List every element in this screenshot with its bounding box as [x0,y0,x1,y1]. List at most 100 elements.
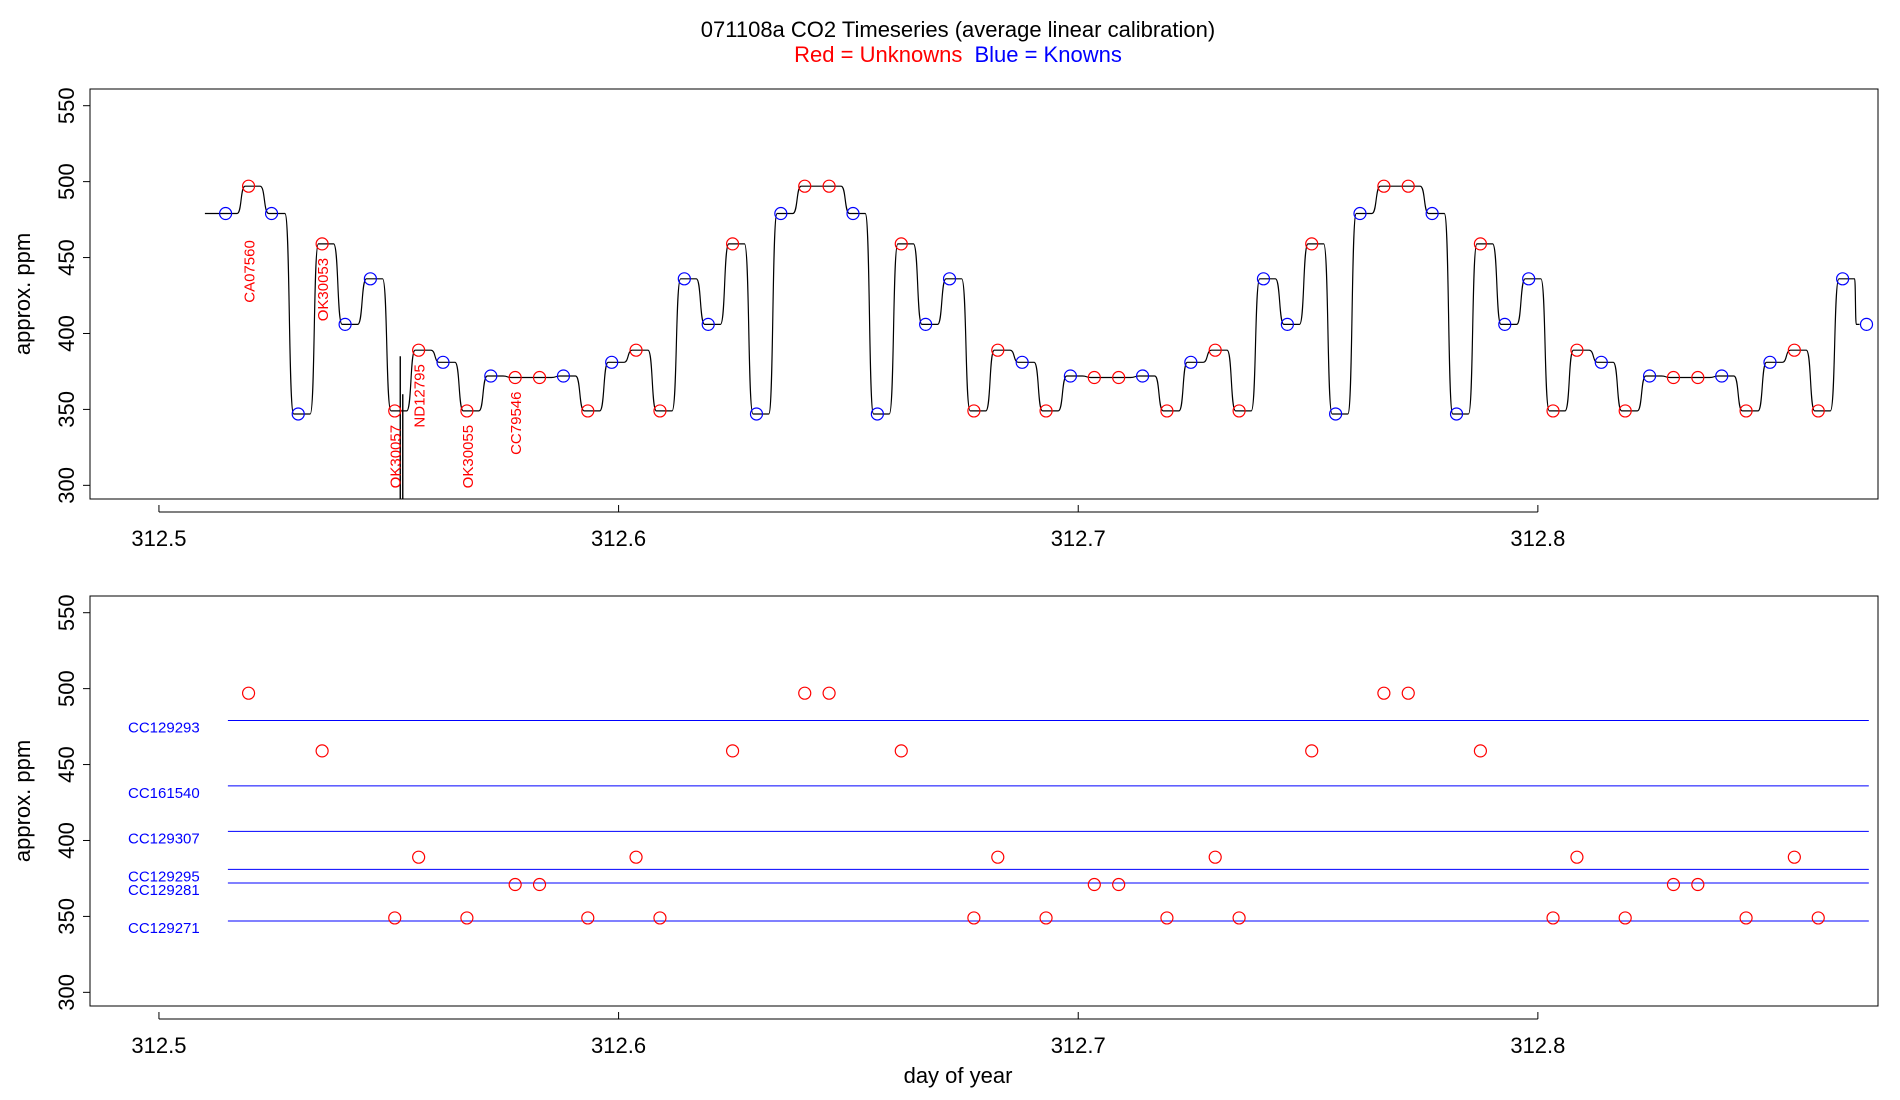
known-sample-point [1353,206,1367,221]
unknown-sample-point [725,744,740,758]
known-sample-point [218,206,233,221]
unknown-sample-point [991,343,1005,357]
unknown-sample-point [1473,744,1488,758]
top-y-tick-label: 450 [54,239,79,276]
bottom-unknown-points [241,686,1825,925]
unknown-sample-point [1232,404,1246,418]
unknown-sample-point [822,686,836,700]
unknown-sample-point [460,404,474,418]
bottom-y-tick-label: 400 [54,822,79,859]
sample-id-label: OK30055 [460,425,477,488]
bottom-plot-frame [89,595,1879,1007]
top-x-tick-label: 312.6 [591,526,646,551]
unknown-sample-point [967,911,981,925]
top-axes: 300 350 400 450 500 550 312.5 312.6 312.7 312.8 [54,87,1565,551]
top-y-tick-label: 400 [54,315,79,352]
unknown-sample-point [1811,404,1825,418]
known-sample-point [1498,317,1512,331]
top-x-tick-label: 312.8 [1510,526,1565,551]
unknown-sample-point [1039,911,1053,925]
known-sample-point [1594,355,1608,369]
standard-label: CC129281 [128,882,200,899]
top-sample-points [218,179,1874,421]
unknown-sample-point [1160,404,1174,418]
unknown-sample-point [508,877,522,892]
unknown-sample-point [1112,370,1126,385]
unknown-sample-point [315,237,329,251]
unknown-sample-point [1618,911,1632,925]
known-sample-point [942,272,957,286]
unknown-sample-point [1787,343,1801,357]
unknown-sample-point [1305,744,1319,758]
unknown-sample-point [991,850,1005,864]
unknown-sample-point [1473,237,1488,251]
sample-id-label: ND12795 [412,364,429,427]
unknown-sample-point [1377,179,1391,193]
unknown-sample-point [1787,850,1801,864]
standard-label: CC129271 [128,920,200,937]
known-sample-point [1135,369,1150,383]
unknown-sample-point [412,850,426,864]
unknown-sample-point [798,179,812,193]
top-y-tick-label: 550 [54,87,79,124]
bottom-x-tick-label: 312.8 [1510,1033,1565,1058]
standard-label: CC129307 [128,830,200,847]
unknown-sample-point [241,179,256,193]
unknown-sample-point [1546,911,1560,925]
unknown-sample-point [1401,179,1415,193]
unknown-sample-point [894,744,908,758]
standard-label: CC161540 [128,785,200,802]
bottom-standard-lines: CC129293 CC161540 CC129307 CC129295CC129281… [128,720,1869,937]
known-sample-point [436,355,450,369]
top-sample-labels: CA07560 OK30053 OK30057 ND12795 OK30055 CC795… [242,240,526,488]
known-sample-point [1329,407,1343,421]
unknown-sample-point [1377,686,1391,700]
known-sample-point [1715,369,1729,383]
bottom-y-tick-label: 300 [54,974,79,1011]
unknown-sample-point [725,237,740,251]
unknown-sample-point [1666,370,1681,385]
unknown-sample-point [315,744,329,758]
sample-id-label: CA07560 [242,240,259,303]
unknown-sample-point [532,370,547,385]
unknown-sample-point [822,179,836,193]
top-plot-frame [89,88,1879,500]
known-sample-point [749,407,764,421]
x-axis-label: day of year [904,1063,1013,1088]
bottom-y-tick-label: 550 [54,594,79,631]
unknown-sample-point [1546,404,1560,418]
unknown-sample-point [581,404,595,418]
unknown-sample-point [532,877,547,892]
unknown-sample-point [894,237,908,251]
top-x-tick-label: 312.7 [1051,526,1106,551]
unknown-sample-point [1208,343,1222,357]
known-sample-point [1836,272,1850,286]
known-sample-point [1449,407,1464,421]
known-sample-point [846,206,860,221]
unknown-sample-point [1087,370,1101,385]
unknown-sample-point [241,686,256,700]
unknown-sample-point [412,343,426,357]
standard-label: CC129295 [128,868,200,885]
unknown-sample-point [388,911,402,925]
unknown-sample-point [1160,911,1174,925]
unknown-sample-point [508,370,522,385]
bottom-x-tick-label: 312.5 [131,1033,186,1058]
top-y-tick-label: 350 [54,391,79,428]
bottom-y-tick-label: 500 [54,670,79,707]
known-sample-point [870,407,884,421]
known-sample-point [919,317,933,331]
unknown-sample-point [388,404,402,418]
known-sample-point [1280,317,1294,331]
known-sample-point [556,369,571,383]
known-sample-point [1763,355,1777,369]
known-sample-point [484,369,498,383]
standard-label: CC129293 [128,720,200,737]
known-sample-point [338,317,352,331]
unknown-sample-point [1232,911,1246,925]
unknown-sample-point [1570,850,1584,864]
bottom-y-tick-label: 450 [54,746,79,783]
unknown-sample-point [1618,404,1632,418]
sample-id-label: OK30053 [315,258,332,321]
